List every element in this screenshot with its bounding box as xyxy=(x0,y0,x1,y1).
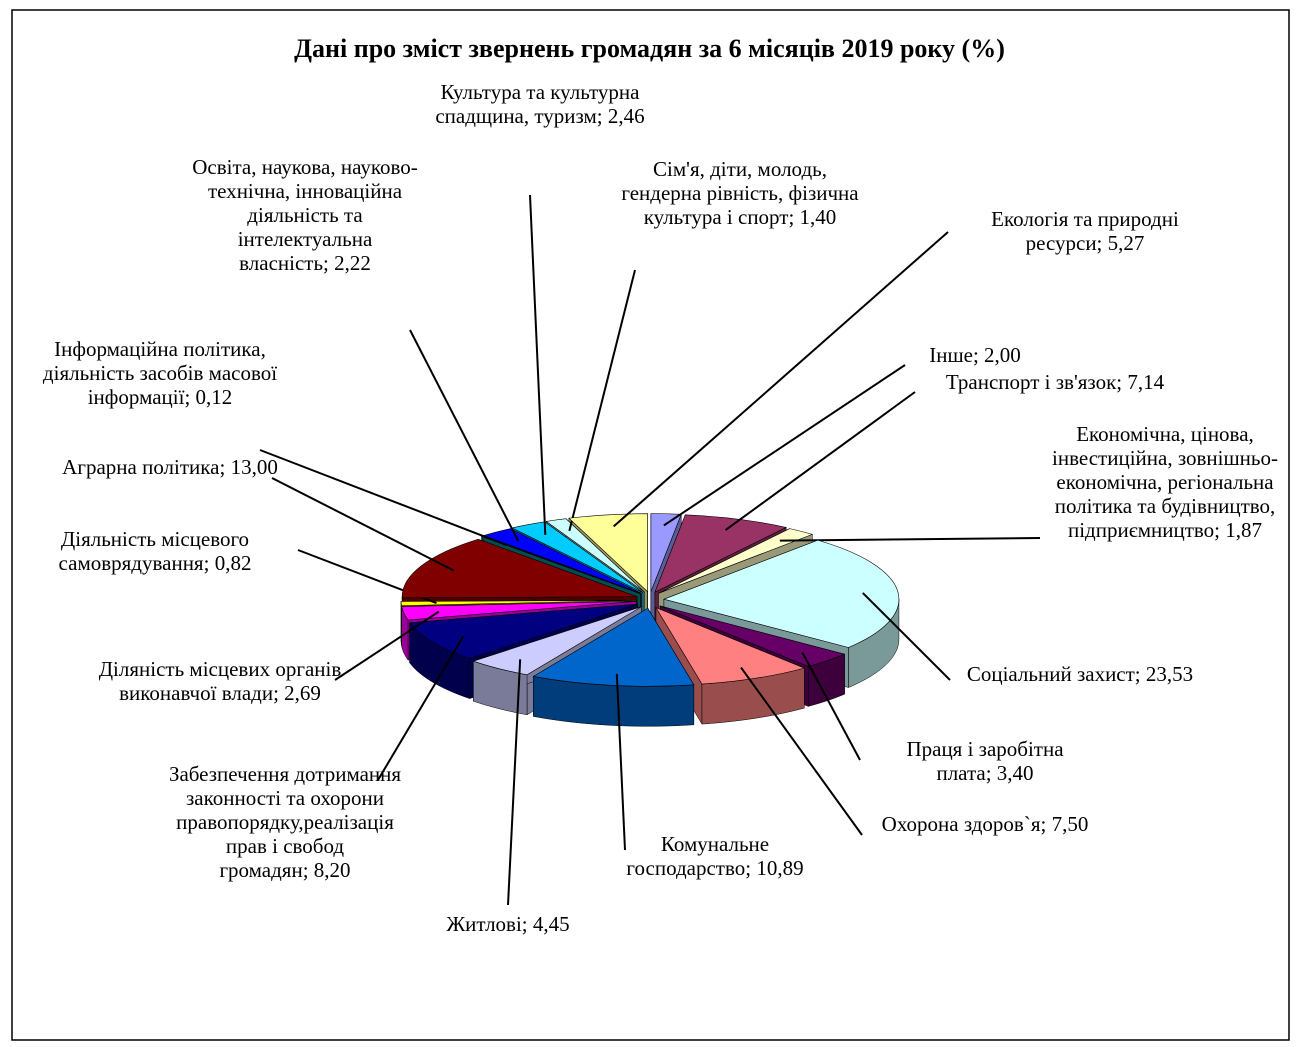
category-label: Праця і заробітна плата; xyxy=(906,737,1064,785)
slice xyxy=(568,513,648,593)
category-label: Житлові; xyxy=(446,912,528,936)
leader-line xyxy=(409,329,520,542)
leader-line xyxy=(779,537,1041,542)
leader-line xyxy=(271,477,455,572)
data-label: Охорона здоров`я; 7,50 xyxy=(865,812,1105,836)
category-label: Інше; xyxy=(929,343,979,367)
leader-line xyxy=(613,231,949,528)
category-label: Діляність місцевих органів виконавчої вл… xyxy=(98,657,342,705)
slice xyxy=(662,539,900,648)
slice xyxy=(482,528,642,594)
category-label: Екологія та природні ресурси; xyxy=(991,207,1179,255)
value-label: 4,45 xyxy=(532,912,570,936)
data-label: Інше; 2,00 xyxy=(875,343,1075,367)
data-label: Соціальний захист; 23,53 xyxy=(965,662,1195,686)
value-label: 2,00 xyxy=(984,343,1021,367)
data-label: Аграрна політика; 13,00 xyxy=(45,455,295,479)
value-label: 3,40 xyxy=(996,761,1034,785)
category-label: Діяльність місцевого самоврядування; xyxy=(58,527,250,575)
slice xyxy=(545,518,645,593)
value-label: 13,00 xyxy=(230,455,278,479)
value-label: 0,12 xyxy=(195,385,233,409)
category-label: Комунальне господарство; xyxy=(626,832,770,880)
data-label: Забезпечення дотримання законності та ох… xyxy=(165,762,405,882)
data-label: Діляність місцевих органів виконавчої вл… xyxy=(90,657,350,705)
value-label: 1,40 xyxy=(799,205,837,229)
value-label: 2,22 xyxy=(334,251,371,275)
slice xyxy=(400,600,637,606)
category-label: Інформаційна політика, діяльність засобі… xyxy=(42,337,278,409)
category-label: Економічна, цінова, інвестиційна, зовніш… xyxy=(1052,422,1278,542)
category-label: Соціальний захист; xyxy=(966,662,1141,686)
value-label: 5,27 xyxy=(1107,231,1145,255)
data-label: Інформаційна політика, діяльність засобі… xyxy=(35,337,285,409)
data-label: Сім'я, діти, молодь, гендерна рівність, … xyxy=(620,157,860,229)
leader-line xyxy=(334,610,440,681)
value-label: 2,69 xyxy=(284,681,321,705)
slice xyxy=(658,528,814,594)
value-label: 8,20 xyxy=(313,858,351,882)
value-label: 7,50 xyxy=(1051,812,1089,836)
value-label: 1,87 xyxy=(1225,518,1263,542)
category-label: Аграрна політика; xyxy=(62,455,226,479)
data-label: Транспорт і зв'язок; 7,14 xyxy=(925,370,1185,394)
slice xyxy=(654,514,788,593)
leader-line xyxy=(259,449,507,546)
data-label: Освіта, наукова, науково-технічна, іннов… xyxy=(180,155,430,275)
data-label: Житлові; 4,45 xyxy=(408,912,608,936)
category-label: Охорона здоров`я; xyxy=(881,812,1047,836)
slice xyxy=(472,606,642,676)
frame xyxy=(11,9,1290,1041)
slice xyxy=(409,603,638,659)
leader-line xyxy=(615,673,626,851)
category-label: Забезпечення дотримання законності та ох… xyxy=(168,762,402,882)
data-label: Економічна, цінова, інвестиційна, зовніш… xyxy=(1040,422,1290,542)
slice xyxy=(655,606,806,685)
value-label: 23,53 xyxy=(1145,662,1194,686)
value-label: 10,89 xyxy=(756,856,804,880)
data-label: Культура та культурна спадщина, туризм; 2… xyxy=(430,80,650,128)
data-label: Праця і заробітна плата; 3,40 xyxy=(865,737,1105,785)
leader-line xyxy=(663,364,906,527)
slice xyxy=(401,600,637,621)
value-label: 7,14 xyxy=(1127,370,1165,394)
slice xyxy=(532,607,695,687)
value-label: 2,46 xyxy=(607,104,645,128)
leader-line xyxy=(377,635,465,781)
leader-line xyxy=(724,391,916,531)
category-label: Транспорт і зв'язок; xyxy=(945,370,1123,394)
leader-line xyxy=(801,651,861,761)
data-label: Екологія та природні ресурси; 5,27 xyxy=(950,207,1220,255)
leader-line xyxy=(740,666,863,836)
leader-line xyxy=(862,592,951,681)
data-label: Діяльність місцевого самоврядування; 0,82 xyxy=(10,527,300,575)
chart-title: Дані про зміст звернень громадян за 6 мі… xyxy=(294,34,1005,63)
leader-line xyxy=(568,269,636,532)
leader-line xyxy=(529,194,547,535)
value-label: 0,82 xyxy=(214,551,252,575)
category-label: Сім'я, діти, молодь, гендерна рівність, … xyxy=(621,157,859,229)
leader-line xyxy=(507,659,522,906)
slice xyxy=(659,605,846,667)
category-label: Культура та культурна спадщина, туризм; xyxy=(435,80,640,128)
data-label: Комунальне господарство; 10,89 xyxy=(600,832,830,880)
category-label: Освіта, наукова, науково-технічна, іннов… xyxy=(192,155,418,275)
slice xyxy=(401,538,638,599)
